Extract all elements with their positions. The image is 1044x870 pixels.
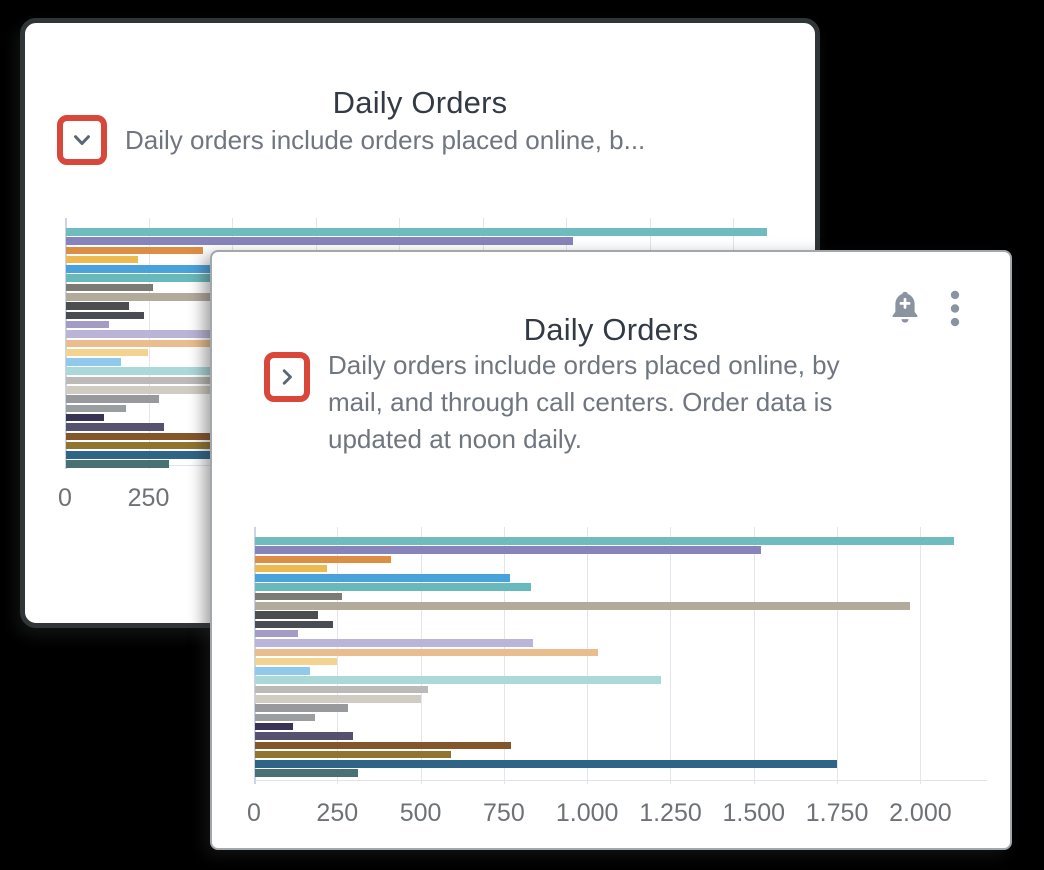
gridline (837, 527, 839, 784)
bar (66, 348, 148, 357)
x-tick-label: 2.000 (889, 799, 952, 827)
bar (255, 629, 299, 638)
chevron-down-icon (68, 126, 96, 154)
chart-plot-area (254, 527, 987, 784)
x-tick-label: 1.000 (555, 799, 619, 827)
annotation-highlight (264, 352, 310, 402)
more-options-button[interactable] (950, 290, 960, 327)
bar (255, 602, 911, 610)
bar (255, 685, 429, 694)
bar (66, 358, 122, 366)
bar (66, 320, 110, 329)
gridline (920, 527, 922, 784)
bar (66, 274, 343, 282)
bar (255, 537, 954, 545)
bar (66, 423, 165, 431)
gridline (753, 527, 755, 784)
bar (66, 246, 203, 255)
x-tick-label: 500 (399, 799, 442, 827)
bar (255, 639, 533, 647)
bar (66, 302, 130, 310)
bar (255, 704, 349, 712)
bar (66, 265, 322, 273)
chevron-right-icon (274, 363, 300, 391)
bar (255, 713, 315, 722)
bar (255, 583, 532, 591)
bell-plus-icon (888, 290, 922, 327)
bar (255, 648, 598, 657)
bar (255, 732, 354, 740)
x-tick-label: 250 (316, 799, 359, 827)
bar (255, 620, 334, 629)
bar (66, 311, 145, 320)
bar (255, 667, 310, 675)
bar (66, 404, 127, 413)
bar (66, 237, 574, 245)
bar (255, 564, 327, 573)
front-daily-orders-card: Daily Orders (210, 250, 1012, 850)
description-line: Daily orders include orders placed onlin… (328, 350, 840, 380)
card-title: Daily Orders (332, 84, 508, 120)
bar (255, 555, 392, 564)
bar (255, 676, 661, 684)
x-tick-label: 750 (483, 799, 525, 827)
description-line: updated at noon daily. (328, 424, 582, 454)
bar (66, 255, 138, 264)
x-tick-label: 1.250 (639, 799, 702, 827)
card-header-icons (888, 290, 960, 327)
bar (66, 376, 240, 385)
bar (255, 741, 512, 750)
kebab-menu-icon (950, 290, 960, 327)
bar (66, 413, 105, 422)
bar (255, 592, 342, 601)
bar (255, 722, 294, 731)
front-bar-chart: 0 250 500 750 1.000 1.250 1.500 1.750 2.000 (247, 527, 987, 829)
bar (66, 395, 160, 403)
bar (255, 750, 452, 759)
bar (66, 460, 170, 468)
bar (66, 283, 153, 292)
collapse-description-button[interactable] (274, 363, 300, 391)
description-row: Daily orders include orders placed onlin… (264, 346, 980, 458)
x-tick-label: 1.500 (722, 799, 786, 827)
x-tick-label: 0 (247, 799, 261, 827)
description-line: mail, and through call centers. Order da… (328, 387, 833, 417)
bar (66, 432, 323, 441)
x-tick-label: 1.750 (805, 799, 869, 827)
gridline (670, 527, 672, 784)
add-alert-button[interactable] (888, 290, 922, 327)
bar (66, 441, 263, 450)
expand-description-button[interactable] (68, 126, 96, 154)
bar (255, 657, 337, 666)
x-tick-label: 0 (58, 484, 72, 512)
bar (66, 386, 233, 394)
x-tick-label: 250 (127, 484, 170, 512)
bar (255, 769, 359, 777)
bar (255, 611, 319, 619)
card-description: Daily orders include orders placed onlin… (328, 346, 840, 458)
bar (255, 546, 761, 554)
card-description-truncated: Daily orders include orders placed onlin… (125, 125, 646, 155)
description-row: Daily orders include orders placed onlin… (57, 115, 799, 165)
bars-group (255, 537, 987, 777)
bar (255, 695, 422, 703)
x-axis-labels: 0 250 500 750 1.000 1.250 1.500 1.750 2.000 (247, 799, 987, 829)
bar (255, 574, 510, 582)
annotation-highlight (57, 115, 107, 165)
card-title: Daily Orders (523, 311, 699, 347)
bar (255, 760, 838, 768)
bar (66, 330, 345, 338)
bar (66, 228, 767, 236)
